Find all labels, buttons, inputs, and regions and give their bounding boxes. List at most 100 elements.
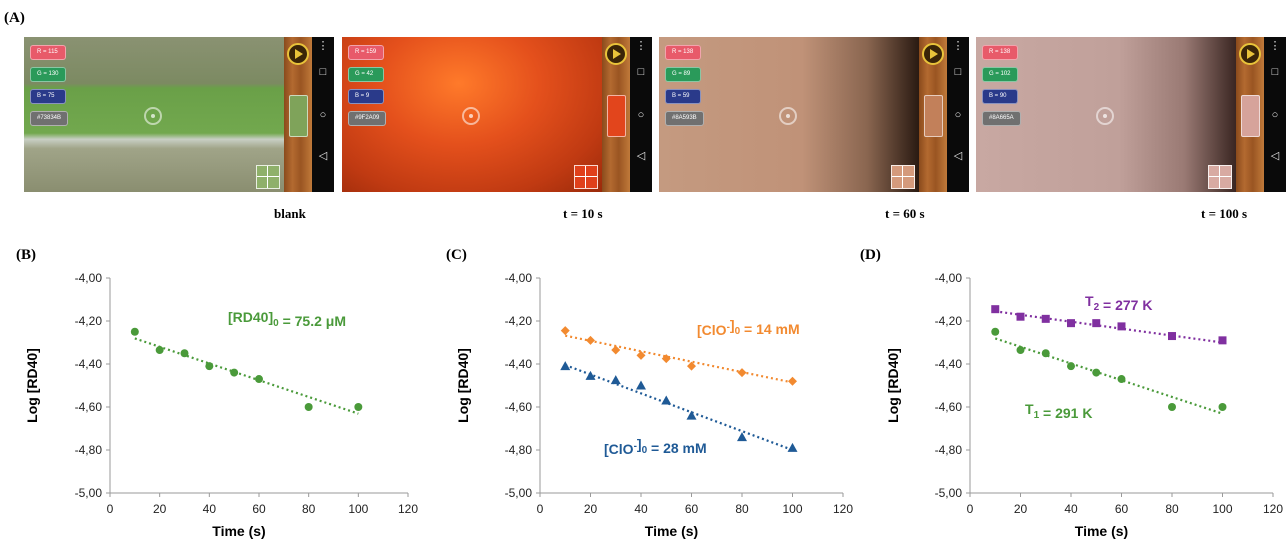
home-icon[interactable]: ○ <box>1271 109 1279 121</box>
red-value-chip: R = 115 <box>30 45 66 60</box>
data-point <box>1117 375 1126 384</box>
data-point <box>788 376 797 386</box>
crosshair-target-icon <box>144 107 162 125</box>
data-series: T1 = 291 K <box>991 327 1227 421</box>
y-tick-label: -4,00 <box>935 271 963 285</box>
series-label-part: T <box>1025 401 1034 417</box>
data-point <box>737 368 747 378</box>
y-tick-label: -4,40 <box>75 357 103 371</box>
x-tick-label: 120 <box>833 502 853 516</box>
data-point <box>1041 314 1050 323</box>
y-axis-label: Log [RD40] <box>455 348 471 423</box>
y-tick-label: -4,80 <box>75 443 103 457</box>
y-tick-label: -5,00 <box>935 486 963 500</box>
screenshot-caption: t = 10 s <box>563 206 603 221</box>
recents-icon[interactable]: □ <box>1271 66 1279 78</box>
recents-icon[interactable]: □ <box>637 66 645 78</box>
red-value-chip: R = 159 <box>348 45 384 60</box>
data-series: [RD40]0 = 75.2 μM <box>130 309 363 415</box>
data-point <box>1218 336 1227 345</box>
home-icon[interactable]: ○ <box>637 109 645 121</box>
series-label-part: = 75.2 μM <box>279 313 346 329</box>
series-label-part: 0 <box>642 445 648 456</box>
data-point <box>661 395 672 405</box>
data-point <box>1168 332 1176 341</box>
phone-side-panel <box>284 37 312 192</box>
x-tick-label: 120 <box>398 502 418 516</box>
hex-value-chip: #8A593B <box>665 111 704 126</box>
green-value-chip: G = 89 <box>665 67 701 82</box>
data-point <box>636 380 646 390</box>
recents-icon[interactable]: □ <box>319 66 327 78</box>
y-tick-label: -4,20 <box>75 314 103 328</box>
green-value-chip: G = 130 <box>30 67 66 82</box>
crosshair-target-icon <box>1096 107 1114 125</box>
data-point <box>610 375 621 385</box>
sample-box-icon <box>1208 165 1232 189</box>
series-label-part: 0 <box>735 326 741 337</box>
data-point <box>205 362 214 371</box>
more-icon[interactable]: ⋮ <box>1269 40 1281 52</box>
x-tick-label: 80 <box>735 502 749 516</box>
camera-screenshot: R = 115 G = 130 B = 75 #73834B ⋮ □ ○ ◁ <box>24 37 334 192</box>
data-point <box>560 361 571 371</box>
play-icon[interactable] <box>1239 43 1261 65</box>
x-tick-label: 0 <box>537 502 544 516</box>
play-icon[interactable] <box>922 43 944 65</box>
back-icon[interactable]: ◁ <box>636 150 646 162</box>
data-point <box>155 346 164 355</box>
android-nav-bar: ⋮ □ ○ ◁ <box>312 37 334 192</box>
green-value-chip: G = 102 <box>982 67 1018 82</box>
screenshot-caption: blank <box>274 206 306 221</box>
more-icon[interactable]: ⋮ <box>317 40 329 52</box>
home-icon[interactable]: ○ <box>954 109 962 121</box>
panel-label-d: (D) <box>860 247 881 263</box>
red-value-chip: R = 138 <box>982 45 1018 60</box>
data-point <box>130 327 139 336</box>
x-tick-label: 40 <box>634 502 648 516</box>
crosshair-target-icon <box>462 107 480 125</box>
series-label-part: = 14 mM <box>740 321 800 337</box>
color-swatch <box>607 95 626 137</box>
home-icon[interactable]: ○ <box>319 109 327 121</box>
android-nav-bar: ⋮ □ ○ ◁ <box>947 37 969 192</box>
phone-side-panel <box>919 37 947 192</box>
y-tick-label: -4,40 <box>505 357 533 371</box>
x-tick-label: 120 <box>1263 502 1283 516</box>
y-tick-label: -4,20 <box>505 314 533 328</box>
data-point <box>230 368 239 377</box>
data-point <box>1067 319 1075 328</box>
back-icon[interactable]: ◁ <box>318 150 328 162</box>
back-icon[interactable]: ◁ <box>1270 150 1280 162</box>
data-point <box>180 349 189 358</box>
data-series: [ClO-]0 = 28 mM <box>560 361 798 457</box>
trend-line <box>995 310 1223 344</box>
y-tick-label: -5,00 <box>505 486 533 500</box>
recents-icon[interactable]: □ <box>954 66 962 78</box>
camera-screenshot: R = 159 G = 42 B = 9 #9F2A09 ⋮ □ ○ ◁ <box>342 37 652 192</box>
data-point <box>304 403 313 411</box>
camera-screenshot: R = 138 G = 102 B = 90 #8A665A ⋮ □ ○ ◁ <box>976 37 1286 192</box>
panel-label-b: (B) <box>16 247 36 263</box>
data-point <box>1168 403 1176 411</box>
play-icon[interactable] <box>605 43 627 65</box>
data-point <box>1117 322 1126 331</box>
data-point <box>1041 349 1050 358</box>
data-point <box>255 375 263 384</box>
x-tick-label: 100 <box>348 502 368 516</box>
x-tick-label: 60 <box>1115 502 1129 516</box>
data-point <box>991 327 1000 336</box>
series-label-part: 2 <box>1094 302 1100 313</box>
android-nav-bar: ⋮ □ ○ ◁ <box>1264 37 1286 192</box>
more-icon[interactable]: ⋮ <box>635 40 647 52</box>
data-point <box>585 370 596 380</box>
data-point <box>1092 368 1101 377</box>
play-icon[interactable] <box>287 43 309 65</box>
more-icon[interactable]: ⋮ <box>952 40 964 52</box>
back-icon[interactable]: ◁ <box>953 150 963 162</box>
color-swatch <box>924 95 943 137</box>
x-tick-label: 0 <box>967 502 974 516</box>
series-label: [ClO-]0 = 28 mM <box>604 436 707 457</box>
hex-value-chip: #8A665A <box>982 111 1021 126</box>
